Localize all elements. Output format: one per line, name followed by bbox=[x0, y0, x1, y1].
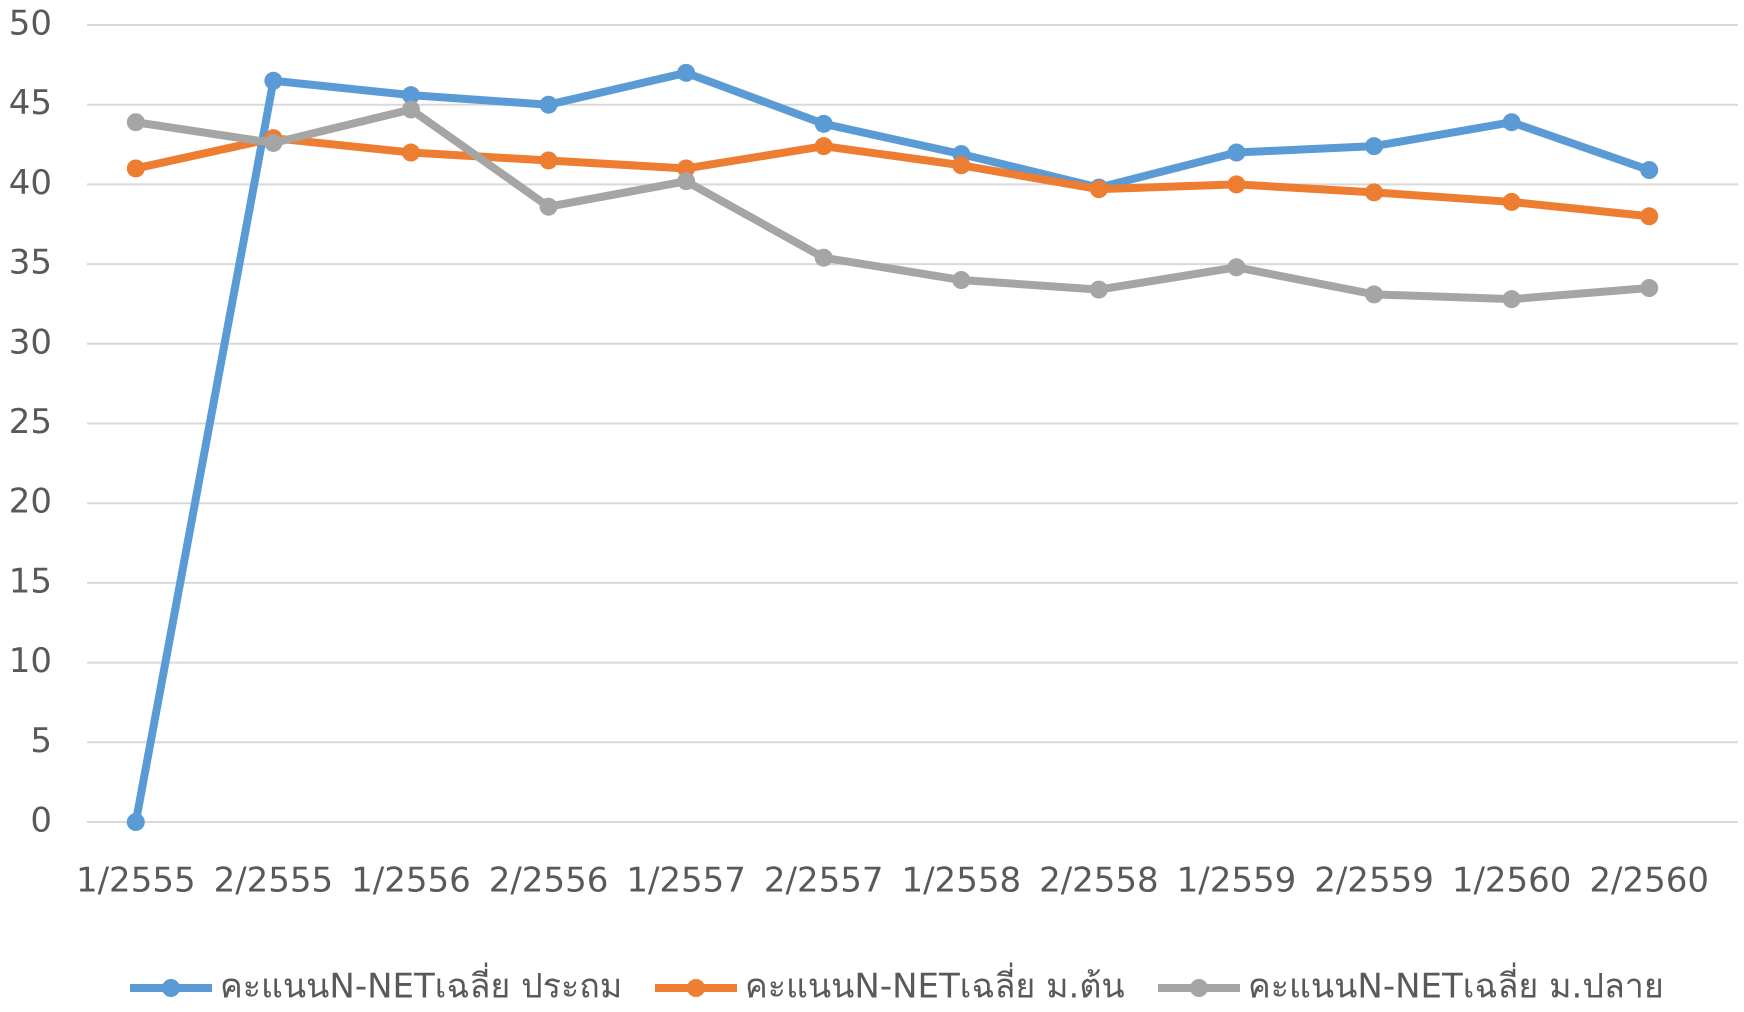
legend-label: คะแนนN-NETเฉลี่ย ม.ต้น bbox=[745, 963, 1125, 1007]
data-point bbox=[401, 100, 420, 119]
y-tick-label: 50 bbox=[9, 4, 52, 44]
data-point bbox=[401, 86, 420, 105]
data-point bbox=[1365, 137, 1384, 156]
data-point bbox=[1365, 285, 1384, 304]
legend-marker bbox=[162, 979, 180, 997]
series-line bbox=[131, 68, 1651, 823]
data-point bbox=[1365, 183, 1384, 202]
data-point bbox=[1089, 180, 1108, 199]
data-point bbox=[264, 71, 283, 90]
data-point bbox=[1227, 258, 1246, 277]
data-point bbox=[539, 95, 558, 114]
legend-marker bbox=[687, 979, 705, 997]
data-point bbox=[401, 143, 420, 162]
y-tick-label: 35 bbox=[9, 243, 52, 283]
y-tick-label: 30 bbox=[9, 322, 52, 362]
x-tick-label: 1/2556 bbox=[351, 861, 471, 901]
data-point bbox=[952, 156, 971, 175]
y-tick-label: 20 bbox=[9, 482, 52, 522]
data-point bbox=[539, 197, 558, 216]
data-point bbox=[1502, 290, 1521, 309]
x-tick-label: 2/2555 bbox=[214, 861, 334, 901]
data-point bbox=[814, 137, 833, 156]
data-point bbox=[126, 159, 145, 178]
y-tick-label: 40 bbox=[9, 163, 52, 203]
data-point bbox=[814, 114, 833, 133]
series-line bbox=[135, 105, 1650, 304]
data-point bbox=[1640, 161, 1659, 180]
y-tick-label: 0 bbox=[30, 801, 52, 841]
data-point bbox=[1227, 143, 1246, 162]
y-tick-label: 25 bbox=[9, 402, 52, 442]
legend-label: คะแนนN-NETเฉลี่ย ประถม bbox=[220, 963, 622, 1007]
data-point bbox=[1640, 279, 1659, 298]
y-tick-label: 15 bbox=[9, 561, 52, 601]
x-tick-label: 1/2557 bbox=[626, 861, 746, 901]
data-point bbox=[814, 248, 833, 267]
x-tick-label: 2/2560 bbox=[1589, 861, 1709, 901]
y-tick-label: 45 bbox=[9, 83, 52, 123]
data-point bbox=[1502, 192, 1521, 211]
data-point bbox=[539, 151, 558, 170]
x-tick-label: 1/2560 bbox=[1452, 861, 1572, 901]
data-point bbox=[677, 159, 696, 178]
data-point bbox=[952, 271, 971, 290]
x-tick-label: 1/2555 bbox=[76, 861, 196, 901]
data-point bbox=[1640, 207, 1659, 226]
x-tick-label: 1/2559 bbox=[1177, 861, 1297, 901]
x-tick-label: 2/2556 bbox=[489, 861, 609, 901]
data-point bbox=[264, 133, 283, 152]
x-tick-label: 2/2559 bbox=[1314, 861, 1434, 901]
y-tick-label: 10 bbox=[9, 641, 52, 681]
data-point bbox=[126, 113, 145, 132]
y-tick-label: 5 bbox=[30, 721, 52, 761]
x-tick-label: 1/2558 bbox=[901, 861, 1021, 901]
x-tick-label: 2/2558 bbox=[1039, 861, 1159, 901]
series-line bbox=[134, 134, 1650, 221]
data-point bbox=[677, 172, 696, 191]
x-tick-label: 2/2557 bbox=[764, 861, 884, 901]
data-point bbox=[126, 813, 145, 831]
data-point bbox=[1089, 280, 1108, 299]
data-point bbox=[1227, 175, 1246, 194]
data-point bbox=[677, 63, 696, 82]
legend-marker bbox=[1190, 979, 1208, 997]
data-point bbox=[1502, 113, 1521, 132]
legend-label: คะแนนN-NETเฉลี่ย ม.ปลาย bbox=[1248, 963, 1664, 1007]
